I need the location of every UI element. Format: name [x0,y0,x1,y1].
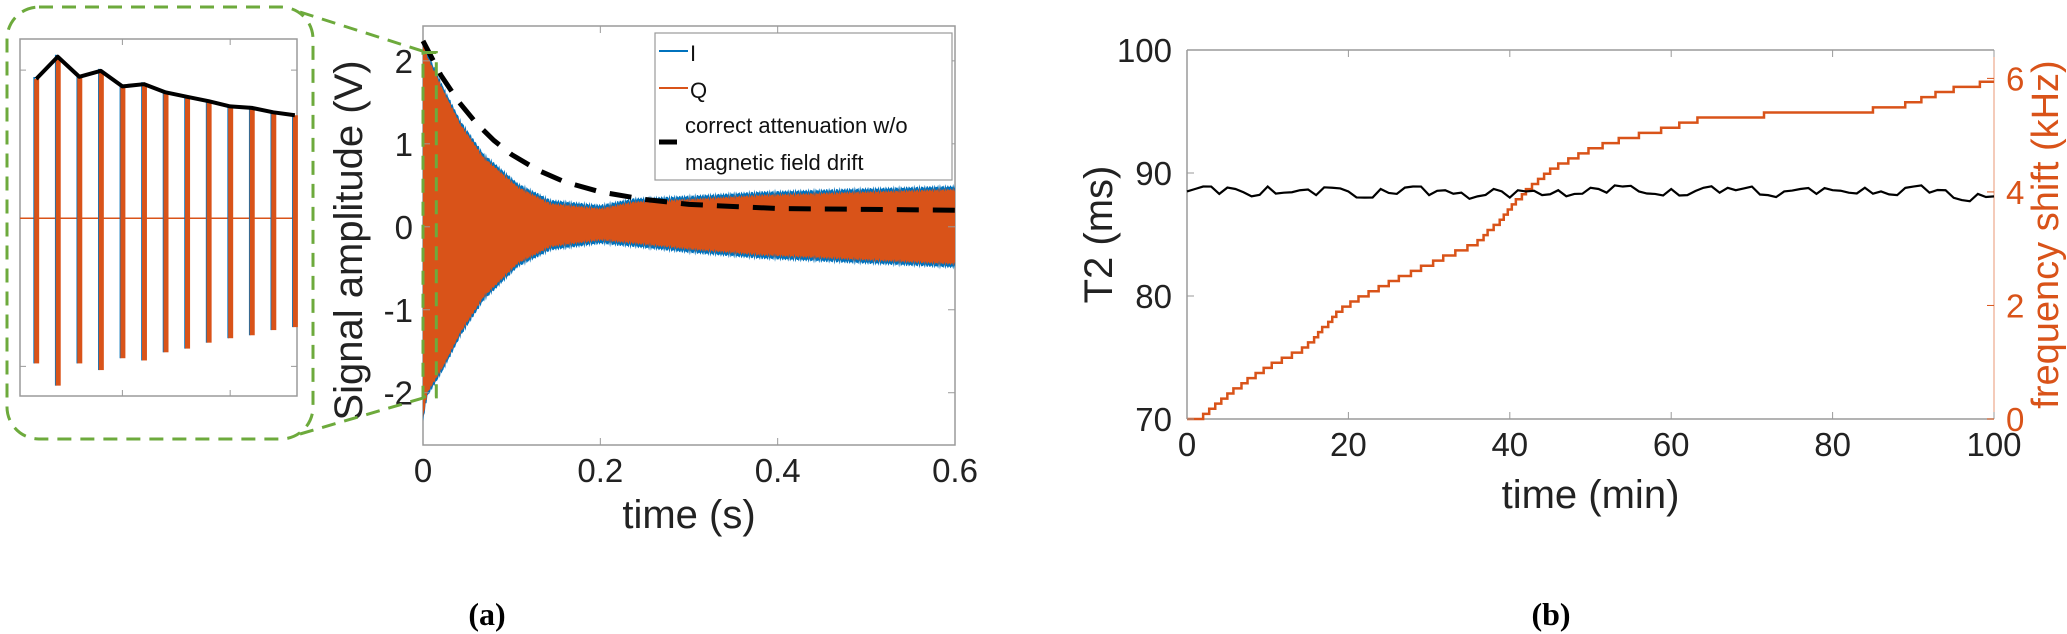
signal-xtick-label: 0.4 [755,452,801,489]
inset-echo-Q [141,84,147,361]
drift-ytick-right-label: 4 [2006,174,2024,211]
caption-b: (b) [1531,596,1570,632]
T2-line [1186,184,1995,203]
drift-ylabel-left: T2 (ms) [1077,166,1121,304]
legend-box [654,32,953,181]
frequency-shift-line [1187,80,1994,421]
caption-a: (a) [468,596,505,632]
signal-xtick-label: 0.2 [577,452,623,489]
drift-xtick-label: 80 [1814,426,1851,463]
inset-echo-I [33,76,35,364]
inset-envelope-line [34,54,296,118]
signal-xlabel: time (s) [622,493,755,537]
inset-echo-Q [292,115,298,328]
inset-echo-Q [228,106,234,339]
inset-plot [19,38,298,397]
drift-ytick-right-label: 6 [2006,60,2024,97]
drift-ytick-label: 100 [1117,32,1172,69]
inset-echo-I [76,74,79,364]
drift-xtick-label: 40 [1491,426,1528,463]
drift-ylabel-right: frequency shift (kHz) [2025,60,2067,408]
legend-fit-label: correct attenuation w/o [685,113,908,138]
drift-ytick-right-label: 0 [2006,401,2024,438]
signal-ytick-label: 0 [395,209,413,246]
inset-echo-Q [185,96,191,349]
drift-xtick-label: 20 [1330,426,1367,463]
inset-echo-Q [249,107,255,336]
signal-ytick-label: -1 [384,292,413,329]
inset-echo-Q [120,86,126,359]
inset-echo-Q [98,70,104,371]
drift-ytick-label: 80 [1135,278,1172,315]
inset-echo-Q [55,56,61,386]
drift-ytick-label: 70 [1135,401,1172,438]
signal-xtick-label: 0.6 [932,452,978,489]
drift-ytick-label: 90 [1135,155,1172,192]
drift-xtick-label: 0 [1178,426,1196,463]
drift-xlabel: time (min) [1502,473,1680,517]
inset-echo-Q [34,78,40,364]
inset-dashed-box [5,5,315,441]
zoom-indicator [5,5,438,441]
fit-dashed-line [420,39,956,213]
signal-ytick-label: 1 [395,126,413,163]
drift-ytick-right-label: 2 [2006,287,2024,324]
drift-xtick-label: 60 [1653,426,1690,463]
inset-echo-I [119,84,122,359]
signal-ylabel: Signal amplitude (V) [327,60,371,420]
signal-Q-area [423,44,955,418]
inset-echo-Q [271,112,277,331]
inset-echo-Q [163,92,169,353]
legend-Q-label: Q [690,78,707,103]
zoom-region-box [421,51,438,399]
legend-fit-label-line2: magnetic field drift [685,150,864,175]
drift-xtick-label: 100 [1966,426,2021,463]
signal-xtick-label: 0 [414,452,432,489]
legend-I-label: I [690,41,696,66]
inset-echo-Q [206,101,212,343]
inset-echo-Q [77,76,83,364]
signal-ytick-label: 2 [395,43,413,80]
